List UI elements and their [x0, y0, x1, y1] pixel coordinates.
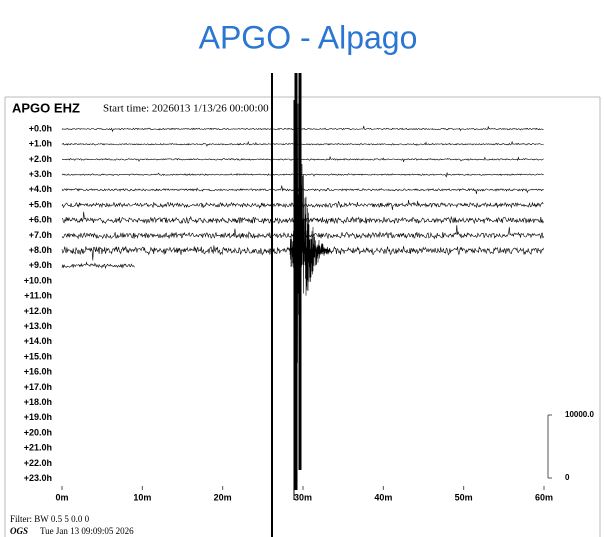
row-label: +15.0h	[24, 351, 52, 361]
row-label: +8.0h	[29, 245, 52, 255]
row-label: +11.0h	[24, 291, 52, 301]
row-label: +10.0h	[24, 275, 52, 285]
title: APGO - Alpago	[199, 19, 418, 55]
row-label: +14.0h	[24, 336, 52, 346]
station: APGO EHZ	[12, 100, 80, 115]
x-tick-label: 0m	[55, 492, 68, 502]
trace	[62, 126, 544, 131]
page: APGO - Alpago APGO EHZ Start time: 20260…	[0, 0, 604, 537]
row-label: +22.0h	[24, 458, 52, 468]
row-label: +18.0h	[24, 397, 52, 407]
row-label: +17.0h	[24, 382, 52, 392]
row-label: +16.0h	[24, 367, 52, 377]
filter: Filter: BW 0.5 5 0.0 0	[10, 514, 90, 524]
x-tick-label: 40m	[374, 492, 392, 502]
row-label: +23.0h	[24, 473, 52, 483]
row-label: +3.0h	[29, 169, 52, 179]
row-label: +13.0h	[24, 321, 52, 331]
x-tick-label: 60m	[535, 492, 553, 502]
row-label: +2.0h	[29, 154, 52, 164]
x-tick-label: 50m	[455, 492, 473, 502]
row-label: +0.0h	[29, 123, 52, 133]
x-tick-label: 30m	[294, 492, 312, 502]
scale-bottom: 0	[565, 473, 570, 482]
row-label: +7.0h	[29, 230, 52, 240]
x-tick-label: 20m	[214, 492, 232, 502]
x-tick-label: 10m	[133, 492, 151, 502]
row-label: +1.0h	[29, 139, 52, 149]
row-label: +9.0h	[29, 260, 52, 270]
row-label: +5.0h	[29, 199, 52, 209]
trace	[62, 142, 544, 146]
org: OGS	[10, 526, 28, 536]
trace	[62, 262, 135, 268]
row-label: +12.0h	[24, 306, 52, 316]
date: Tue Jan 13 09:09:05 2026	[40, 526, 134, 536]
scale-top: 10000.0	[565, 410, 594, 419]
row-label: +21.0h	[24, 443, 52, 453]
start-time: Start time: 2026013 1/13/26 00:00:00	[103, 103, 269, 115]
row-label: +20.0h	[24, 427, 52, 437]
row-label: +19.0h	[24, 412, 52, 422]
row-label: +6.0h	[29, 215, 52, 225]
trace	[62, 157, 544, 162]
row-label: +4.0h	[29, 184, 52, 194]
